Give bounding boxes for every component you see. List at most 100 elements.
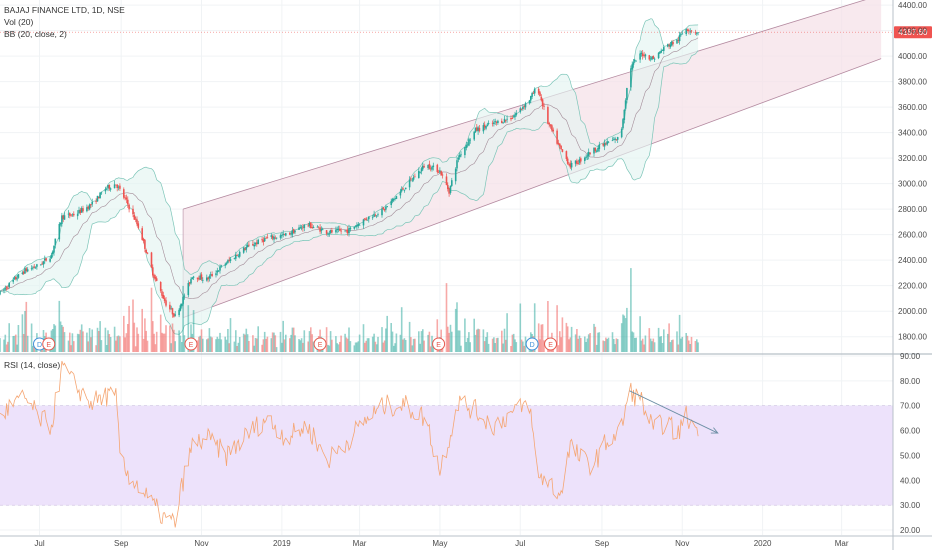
volume-bar <box>606 339 608 352</box>
candle-body <box>686 29 689 31</box>
candle-body <box>362 219 365 226</box>
rsi-legend[interactable]: RSI (14, close) <box>4 360 61 370</box>
volume-bar <box>383 340 386 352</box>
volume-bar <box>493 337 495 352</box>
volume-bar <box>495 338 498 352</box>
candle-body <box>320 228 323 231</box>
time-axis-tick-label: Jul <box>515 539 525 548</box>
volume-bar <box>477 328 479 352</box>
candle-body <box>432 165 435 167</box>
volume-bar <box>613 339 615 352</box>
candle-body <box>393 198 395 201</box>
volume-bar <box>159 314 162 352</box>
candle-body <box>321 229 324 231</box>
volume-bar <box>128 305 130 352</box>
candle-body <box>622 119 624 129</box>
volume-bar <box>653 342 656 352</box>
volume-bar <box>616 339 619 352</box>
candle-body <box>4 288 7 289</box>
volume-indicator-legend[interactable]: Vol (20) <box>4 17 34 27</box>
volume-bar <box>59 321 62 352</box>
rsi-line <box>0 360 699 528</box>
volume-bar <box>497 337 499 352</box>
candle-body <box>279 235 282 238</box>
price-channel-fill <box>183 0 882 318</box>
symbol-legend[interactable]: BAJAJ FINANCE LTD, 1D, NSE <box>4 5 125 15</box>
candle-body <box>465 145 468 148</box>
volume-bar <box>503 328 506 352</box>
candle-body <box>127 199 129 205</box>
volume-bar <box>95 345 97 352</box>
volume-bar <box>5 344 8 352</box>
candle-body <box>325 230 328 234</box>
candle-body <box>335 229 337 233</box>
candle-body <box>67 213 70 215</box>
candle-body <box>34 267 37 269</box>
candle-body <box>394 198 396 200</box>
candle-body <box>154 276 157 279</box>
candle-body <box>198 278 200 280</box>
volume-bar <box>643 344 645 352</box>
price-axis-tick-label: 3200.00 <box>898 154 927 163</box>
volume-bar <box>649 338 652 352</box>
candle-body <box>216 270 219 273</box>
volume-bar <box>419 343 421 352</box>
volume-bar <box>98 331 100 352</box>
candle-body <box>108 185 111 189</box>
volume-bar <box>217 338 220 352</box>
candle-body <box>381 208 383 216</box>
candle-body <box>441 174 444 176</box>
candle-body <box>5 287 8 289</box>
candle-body <box>328 233 331 235</box>
candle-body <box>613 139 615 141</box>
volume-bar <box>574 334 577 352</box>
volume-bar <box>331 339 333 352</box>
volume-bar <box>302 342 304 352</box>
candle-body <box>353 226 356 229</box>
event-marker-label: D <box>530 342 535 349</box>
candle-body <box>474 127 477 133</box>
volume-bar <box>595 344 598 352</box>
volume-bar <box>150 287 153 352</box>
bollinger-indicator-legend[interactable]: BB (20, close, 2) <box>4 29 67 39</box>
candle-body <box>248 244 250 246</box>
candle-body <box>660 50 662 53</box>
candle-body <box>206 277 208 281</box>
volume-bar <box>345 337 348 352</box>
volume-bar <box>53 324 55 352</box>
candle-body <box>597 148 599 152</box>
candle-body <box>117 186 120 188</box>
volume-bar <box>688 340 690 352</box>
candle-body <box>107 185 109 188</box>
candle-body <box>44 258 46 261</box>
candle-body <box>302 227 304 229</box>
last-price-badge <box>894 26 932 39</box>
candle-body <box>557 142 560 145</box>
candle-body <box>3 289 5 291</box>
candle-body <box>659 51 661 54</box>
candle-body <box>104 189 107 192</box>
volume-bar <box>327 344 329 352</box>
volume-bar <box>336 343 338 352</box>
candle-body <box>399 191 402 196</box>
volume-bar <box>22 334 25 352</box>
volume-bar <box>104 327 107 352</box>
candle-body <box>448 188 450 194</box>
volume-bar <box>395 333 398 352</box>
candle-body <box>635 60 637 62</box>
volume-bar <box>371 336 374 352</box>
candle-body <box>382 207 385 209</box>
candle-body <box>464 147 466 156</box>
volume-bar <box>569 337 572 352</box>
volume-bar <box>162 333 165 352</box>
candle-body <box>584 157 586 161</box>
candle-body <box>244 248 246 250</box>
candle-body <box>339 228 341 231</box>
volume-bar <box>485 337 487 352</box>
volume-bar <box>533 303 536 352</box>
candle-body <box>570 162 573 168</box>
volume-bar <box>271 332 274 352</box>
volume-bar <box>620 323 623 352</box>
volume-bar <box>537 323 540 352</box>
